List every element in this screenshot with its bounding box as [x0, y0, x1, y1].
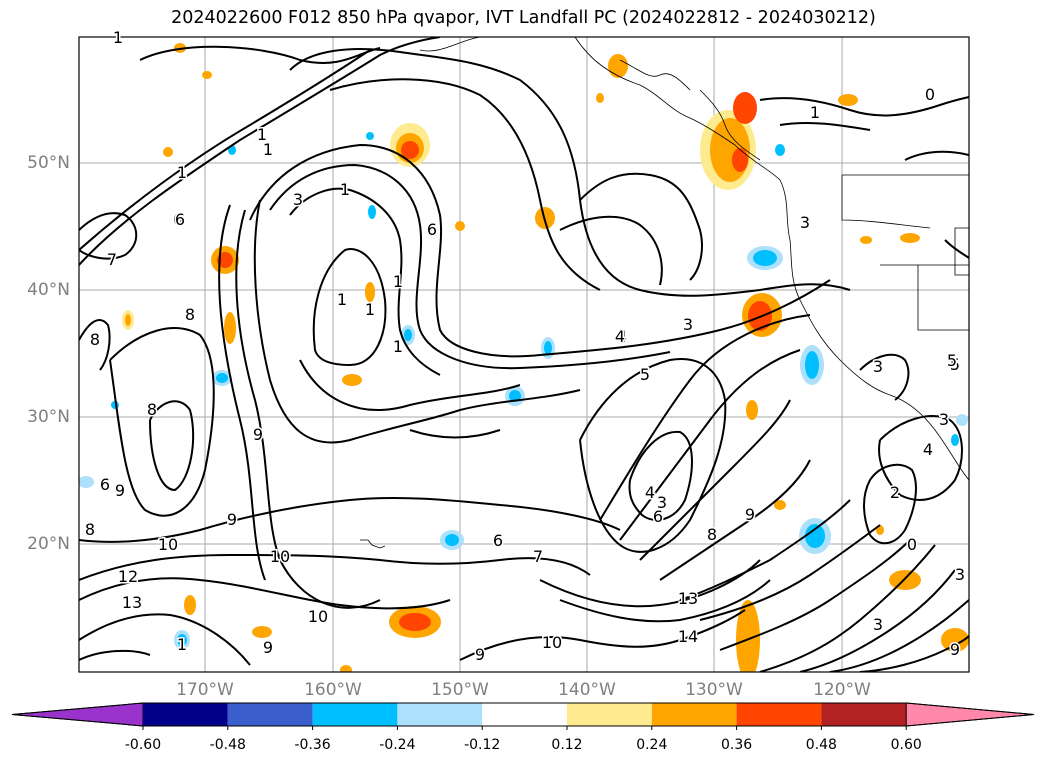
contour-label: 8	[707, 525, 717, 544]
lat-label-30n: 30°N	[27, 407, 70, 427]
lat-label-40n: 40°N	[27, 280, 70, 300]
colorbar-tick-label: 0.12	[551, 737, 583, 753]
contour-label: 1	[177, 635, 187, 654]
contour-label: 14	[678, 627, 698, 646]
contour-label: 9	[115, 481, 125, 500]
contour-label: 4	[923, 440, 933, 459]
colorbar-segment	[482, 703, 567, 726]
contour-label: 10	[308, 607, 328, 626]
contour-label: 9	[263, 638, 273, 657]
contour-label: 10	[270, 547, 290, 566]
coastlines	[360, 37, 969, 549]
contour-label: 8	[90, 330, 100, 349]
contour-label: 8	[85, 520, 95, 539]
colorbar-segment	[143, 703, 228, 726]
contour-label: 4	[645, 483, 655, 502]
colorbar-segment	[397, 703, 483, 726]
contour-label: 9	[950, 640, 960, 659]
contour-label: 6	[653, 507, 663, 526]
figure-title: 2024022600 F012 850 hPa qvapor, IVT Land…	[171, 8, 876, 28]
contour-label: 1	[337, 290, 347, 309]
colorbar-tick-label: 0.36	[721, 737, 753, 753]
contour-label: 6	[427, 220, 437, 239]
lon-label-150w: 150°W	[431, 680, 489, 700]
contour-label: 9	[745, 505, 755, 524]
contour-label: 4	[617, 327, 627, 346]
contour-label: 1	[393, 272, 403, 291]
map-background	[79, 37, 969, 672]
colorbar-segment	[821, 703, 907, 726]
contour-label: 10	[542, 633, 562, 652]
contour-label: 7	[533, 547, 543, 566]
contour-label: 12	[118, 567, 138, 586]
contour-label: 3	[873, 615, 883, 634]
contour-label: 0	[907, 535, 917, 554]
lat-label-20n: 20°N	[27, 534, 70, 554]
contour-label: 1	[340, 180, 350, 199]
contour-label: 2	[890, 483, 900, 502]
colorbar-tick-label: -0.48	[209, 737, 246, 753]
contour-label: 6	[100, 475, 110, 494]
contour-label: 10	[158, 535, 178, 554]
colorbar-segments	[11, 702, 1035, 727]
colorbar-ticks	[142, 726, 907, 730]
contour-label: 3	[873, 357, 883, 376]
contour-label: 9	[227, 510, 237, 529]
lon-label-170w: 170°W	[176, 680, 234, 700]
colorbar-segment	[312, 703, 398, 726]
contours	[79, 37, 969, 672]
lon-label-140w: 140°W	[558, 680, 616, 700]
colorbar-segment	[567, 703, 652, 726]
contour-label: 8	[185, 305, 195, 324]
lon-label-160w: 160°W	[304, 680, 362, 700]
map-frame	[78, 36, 970, 673]
colorbar-tick-label: -0.36	[294, 737, 331, 753]
colorbar-segment	[651, 703, 737, 726]
contour-label: 1	[810, 103, 820, 122]
colorbar-extend-low	[11, 702, 144, 727]
contour-label: 5	[950, 355, 960, 374]
contour-label: 9	[475, 645, 485, 664]
contour-label: 6	[493, 531, 503, 550]
contour-label: 1	[257, 125, 267, 144]
colorbar-tick-label: 0.60	[890, 737, 922, 753]
contour-label: 3	[683, 315, 693, 334]
contour-label: 3	[800, 213, 810, 232]
contour-label: 13	[122, 593, 142, 612]
contour-label: 1	[113, 28, 123, 47]
contour-label: 5	[640, 365, 650, 384]
colorbar-tick-label: -0.60	[124, 737, 162, 753]
contour-label: 5	[947, 351, 957, 370]
colorbar-tick-label: -0.12	[464, 737, 501, 753]
contour-label: 3	[955, 565, 965, 584]
colorbar-tick-label: -0.24	[379, 737, 416, 753]
contour-label: 1	[263, 140, 273, 159]
contour-label: 3	[293, 190, 303, 209]
contour-label: 1	[365, 300, 375, 319]
contour-label: 3	[939, 410, 949, 429]
colorbar-segment	[227, 703, 313, 726]
contour-label: 1	[393, 337, 403, 356]
contour-label: 13	[678, 589, 698, 608]
lat-label-50n: 50°N	[27, 153, 70, 173]
colorbar-outline	[11, 702, 1035, 727]
contour-label: 7	[107, 250, 117, 269]
lon-label-120w: 120°W	[813, 680, 871, 700]
contour-label: 9	[253, 425, 263, 444]
colorbar-segment	[736, 703, 822, 726]
lon-label-130w: 130°W	[685, 680, 743, 700]
contour-label: 0	[925, 85, 935, 104]
contour-label: 6	[173, 210, 183, 229]
contour-label: 6	[175, 210, 185, 229]
colorbar-tick-label: 0.48	[805, 737, 837, 753]
contour-label: 1	[177, 163, 187, 182]
contour-label: 8	[147, 400, 157, 419]
colorbar-extend-high	[905, 702, 1035, 727]
colorbar-tick-label: 0.24	[636, 737, 668, 753]
shading	[79, 43, 969, 672]
contour-label: 4	[615, 327, 625, 346]
contour-label: 3	[657, 493, 667, 512]
